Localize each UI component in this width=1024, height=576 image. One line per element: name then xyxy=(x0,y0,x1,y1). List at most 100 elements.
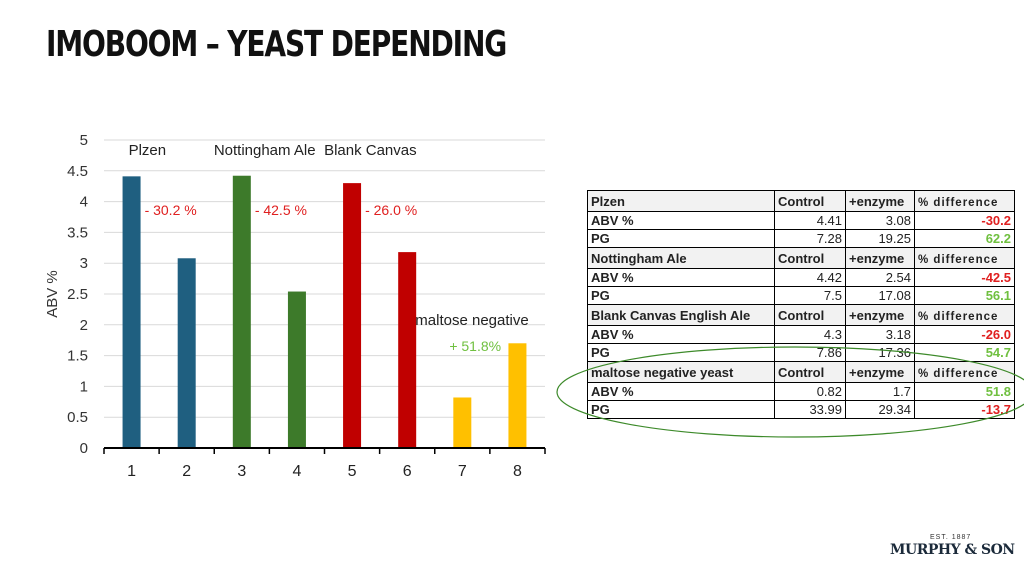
bar xyxy=(177,258,196,448)
table-header-row: Blank Canvas English Ale Control +enzyme… xyxy=(587,304,1015,326)
y-tick-label: 4 xyxy=(80,194,88,211)
bar xyxy=(232,175,251,448)
page-title: IMOBOOM – YEAST DEPENDING xyxy=(46,24,507,65)
x-tick-label: 2 xyxy=(182,463,191,480)
cell-enzyme: 3.08 xyxy=(845,211,915,230)
table-row: ABV % 4.41 3.08 -30.2 xyxy=(587,211,1015,230)
bar xyxy=(508,343,527,448)
cell-control: 4.42 xyxy=(774,268,846,287)
group-name: maltose negative yeast xyxy=(587,361,775,383)
y-tick-label: 3 xyxy=(80,255,88,272)
col-control-header: Control xyxy=(774,190,846,212)
cell-diff: 51.8 xyxy=(914,382,1015,401)
table-row: PG 7.28 19.25 62.2 xyxy=(587,229,1015,248)
group-name: Blank Canvas English Ale xyxy=(587,304,775,326)
table-header-row: Nottingham Ale Control +enzyme % differe… xyxy=(587,247,1015,269)
murphy-and-son-logo: EST. 1887 MURPHY & SON xyxy=(884,534,1016,570)
y-tick-label: 1.5 xyxy=(67,348,88,365)
y-tick-label: 2.5 xyxy=(67,286,88,303)
logo-established: EST. 1887 xyxy=(930,534,972,541)
cell-control: 7.28 xyxy=(774,229,846,248)
row-label: PG xyxy=(587,400,775,419)
row-label: ABV % xyxy=(587,382,775,401)
table-header-row: maltose negative yeast Control +enzyme %… xyxy=(587,361,1015,383)
cell-enzyme: 1.7 xyxy=(845,382,915,401)
y-tick-label: 0.5 xyxy=(67,409,88,426)
cell-diff: -30.2 xyxy=(914,211,1015,230)
col-diff-header: % difference xyxy=(914,247,1015,269)
bar xyxy=(287,291,306,448)
table-row: PG 7.5 17.08 56.1 xyxy=(587,286,1015,305)
y-axis-label: ABV % xyxy=(44,270,61,318)
x-tick-label: 8 xyxy=(513,463,522,480)
cell-diff: 56.1 xyxy=(914,286,1015,305)
row-label: ABV % xyxy=(587,268,775,287)
group-label: Nottingham Ale xyxy=(214,142,316,159)
cell-enzyme: 2.54 xyxy=(845,268,915,287)
x-tick-label: 3 xyxy=(237,463,246,480)
col-control-header: Control xyxy=(774,361,846,383)
group-label: maltose negative xyxy=(415,312,528,329)
row-label: PG xyxy=(587,343,775,362)
cell-diff: 62.2 xyxy=(914,229,1015,248)
percent-change-annotation: - 42.5 % xyxy=(255,202,307,218)
row-label: PG xyxy=(587,286,775,305)
x-tick-label: 4 xyxy=(292,463,301,480)
bar xyxy=(343,183,362,448)
x-tick-label: 6 xyxy=(403,463,412,480)
cell-enzyme: 17.08 xyxy=(845,286,915,305)
cell-enzyme: 19.25 xyxy=(845,229,915,248)
col-enzyme-header: +enzyme xyxy=(845,190,915,212)
table-row: ABV % 4.42 2.54 -42.5 xyxy=(587,268,1015,287)
table-row: PG 33.99 29.34 -13.7 xyxy=(587,400,1015,419)
table-row: ABV % 0.82 1.7 51.8 xyxy=(587,382,1015,401)
x-tick-label: 7 xyxy=(458,463,467,480)
abv-bar-chart: 0 0.5 1 1.5 2 2.5 3 3.5 4 4.5 5 1 2 3 4 5 6 7 8 ABV % Plzen N… xyxy=(44,132,546,480)
group-label: Blank Canvas xyxy=(324,142,417,159)
cell-diff: -26.0 xyxy=(914,325,1015,344)
bar xyxy=(453,397,472,448)
percent-change-annotation: + 51.8% xyxy=(449,338,501,354)
group-name: Nottingham Ale xyxy=(587,247,775,269)
cell-diff: 54.7 xyxy=(914,343,1015,362)
logo-name: MURPHY & SON xyxy=(890,542,1015,558)
y-tick-label: 2 xyxy=(80,317,88,334)
group-name: Plzen xyxy=(587,190,775,212)
cell-control: 7.86 xyxy=(774,343,846,362)
y-tick-label: 1 xyxy=(80,378,88,395)
row-label: ABV % xyxy=(587,211,775,230)
cell-diff: -13.7 xyxy=(914,400,1015,419)
cell-control: 33.99 xyxy=(774,400,846,419)
cell-diff: -42.5 xyxy=(914,268,1015,287)
row-label: PG xyxy=(587,229,775,248)
table-header-row: Plzen Control +enzyme % difference xyxy=(587,190,1015,212)
col-enzyme-header: +enzyme xyxy=(845,361,915,383)
bar xyxy=(122,176,141,448)
col-diff-header: % difference xyxy=(914,304,1015,326)
table-row: PG 7.86 17.36 54.7 xyxy=(587,343,1015,362)
cell-enzyme: 17.36 xyxy=(845,343,915,362)
percent-change-annotation: - 30.2 % xyxy=(145,202,197,218)
bar xyxy=(398,252,417,448)
cell-control: 4.41 xyxy=(774,211,846,230)
col-diff-header: % difference xyxy=(914,190,1015,212)
group-label: Plzen xyxy=(129,142,167,159)
y-tick-label: 4.5 xyxy=(67,163,88,180)
y-tick-label: 3.5 xyxy=(67,224,88,241)
cell-control: 4.3 xyxy=(774,325,846,344)
x-tick-label: 5 xyxy=(348,463,357,480)
table-row: ABV % 4.3 3.18 -26.0 xyxy=(587,325,1015,344)
col-control-header: Control xyxy=(774,304,846,326)
col-enzyme-header: +enzyme xyxy=(845,304,915,326)
col-control-header: Control xyxy=(774,247,846,269)
cell-enzyme: 29.34 xyxy=(845,400,915,419)
cell-enzyme: 3.18 xyxy=(845,325,915,344)
col-diff-header: % difference xyxy=(914,361,1015,383)
percent-change-annotation: - 26.0 % xyxy=(365,202,417,218)
y-tick-label: 5 xyxy=(80,132,88,149)
cell-control: 0.82 xyxy=(774,382,846,401)
results-table: Plzen Control +enzyme % difference ABV %… xyxy=(587,190,1015,419)
y-tick-label: 0 xyxy=(80,440,88,457)
row-label: ABV % xyxy=(587,325,775,344)
x-tick-label: 1 xyxy=(127,463,136,480)
